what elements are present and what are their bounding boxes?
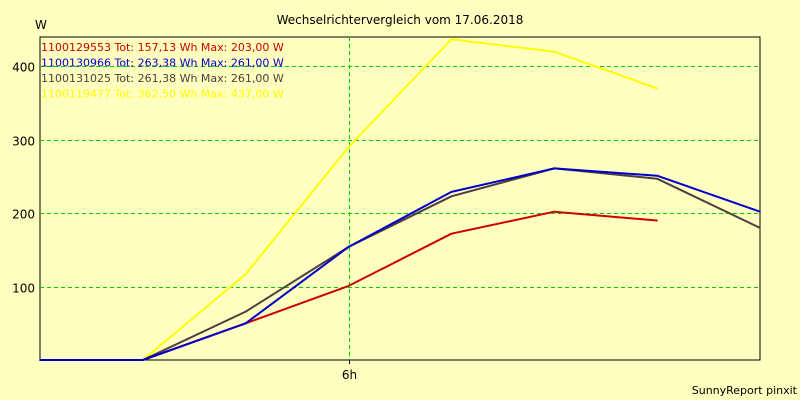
data-point-1100129553 (656, 219, 658, 222)
legend: 1100129553 Tot: 157,13 Wh Max: 203,00 W 1… (41, 41, 284, 101)
data-point-1100119477 (244, 273, 247, 275)
data-point-1100130966 (39, 359, 41, 361)
chart-title: Wechselrichtervergleich vom 17.06.2018 (277, 13, 524, 27)
y-tick-label: 200 (12, 208, 35, 222)
series-line-1100131025 (40, 167, 761, 361)
data-point-1100130966 (142, 359, 144, 361)
data-point-1100130966 (553, 167, 556, 170)
x-tick-label: 6h (342, 368, 357, 382)
series-line-1100130966 (40, 167, 761, 361)
data-point-1100129553 (450, 232, 453, 235)
legend-entry-1100130966: 1100130966 Tot: 263,38 Wh Max: 261,00 W (41, 57, 284, 70)
legend-entry-1100131025: 1100131025 Tot: 261,38 Wh Max: 261,00 W (41, 72, 284, 85)
data-point-1100119477 (656, 87, 658, 90)
data-point-1100130966 (759, 210, 761, 213)
data-point-1100131025 (450, 195, 453, 198)
data-point-1100119477 (347, 146, 350, 148)
data-point-1100119477 (450, 38, 453, 40)
plot-area (39, 36, 761, 361)
grid (40, 37, 760, 360)
legend-entry-1100119477: 1100119477 Tot: 362,50 Wh Max: 437,00 W (41, 88, 284, 101)
data-point-1100130966 (656, 174, 658, 177)
data-point-1100131025 (759, 227, 761, 229)
footer-credit: SunnyReport pinxit (692, 384, 798, 397)
y-tick-label: 300 (12, 135, 35, 149)
axis-ticks: 100 200 300 400 6h (12, 61, 357, 383)
data-point-1100130966 (244, 322, 247, 325)
y-tick-label: 100 (12, 282, 35, 296)
legend-entry-1100129553: 1100129553 Tot: 157,13 Wh Max: 203,00 W (41, 41, 284, 54)
data-point-1100130966 (347, 246, 350, 248)
data-point-1100131025 (656, 177, 658, 180)
data-point-1100129553 (347, 285, 350, 287)
data-point-1100129553 (553, 210, 556, 213)
data-point-1100119477 (553, 50, 556, 53)
data-point-1100130966 (450, 191, 453, 193)
data-point-1100131025 (244, 310, 247, 313)
y-tick-label: 400 (12, 61, 35, 75)
series-lines (39, 38, 761, 361)
y-axis-label: W (35, 18, 47, 32)
